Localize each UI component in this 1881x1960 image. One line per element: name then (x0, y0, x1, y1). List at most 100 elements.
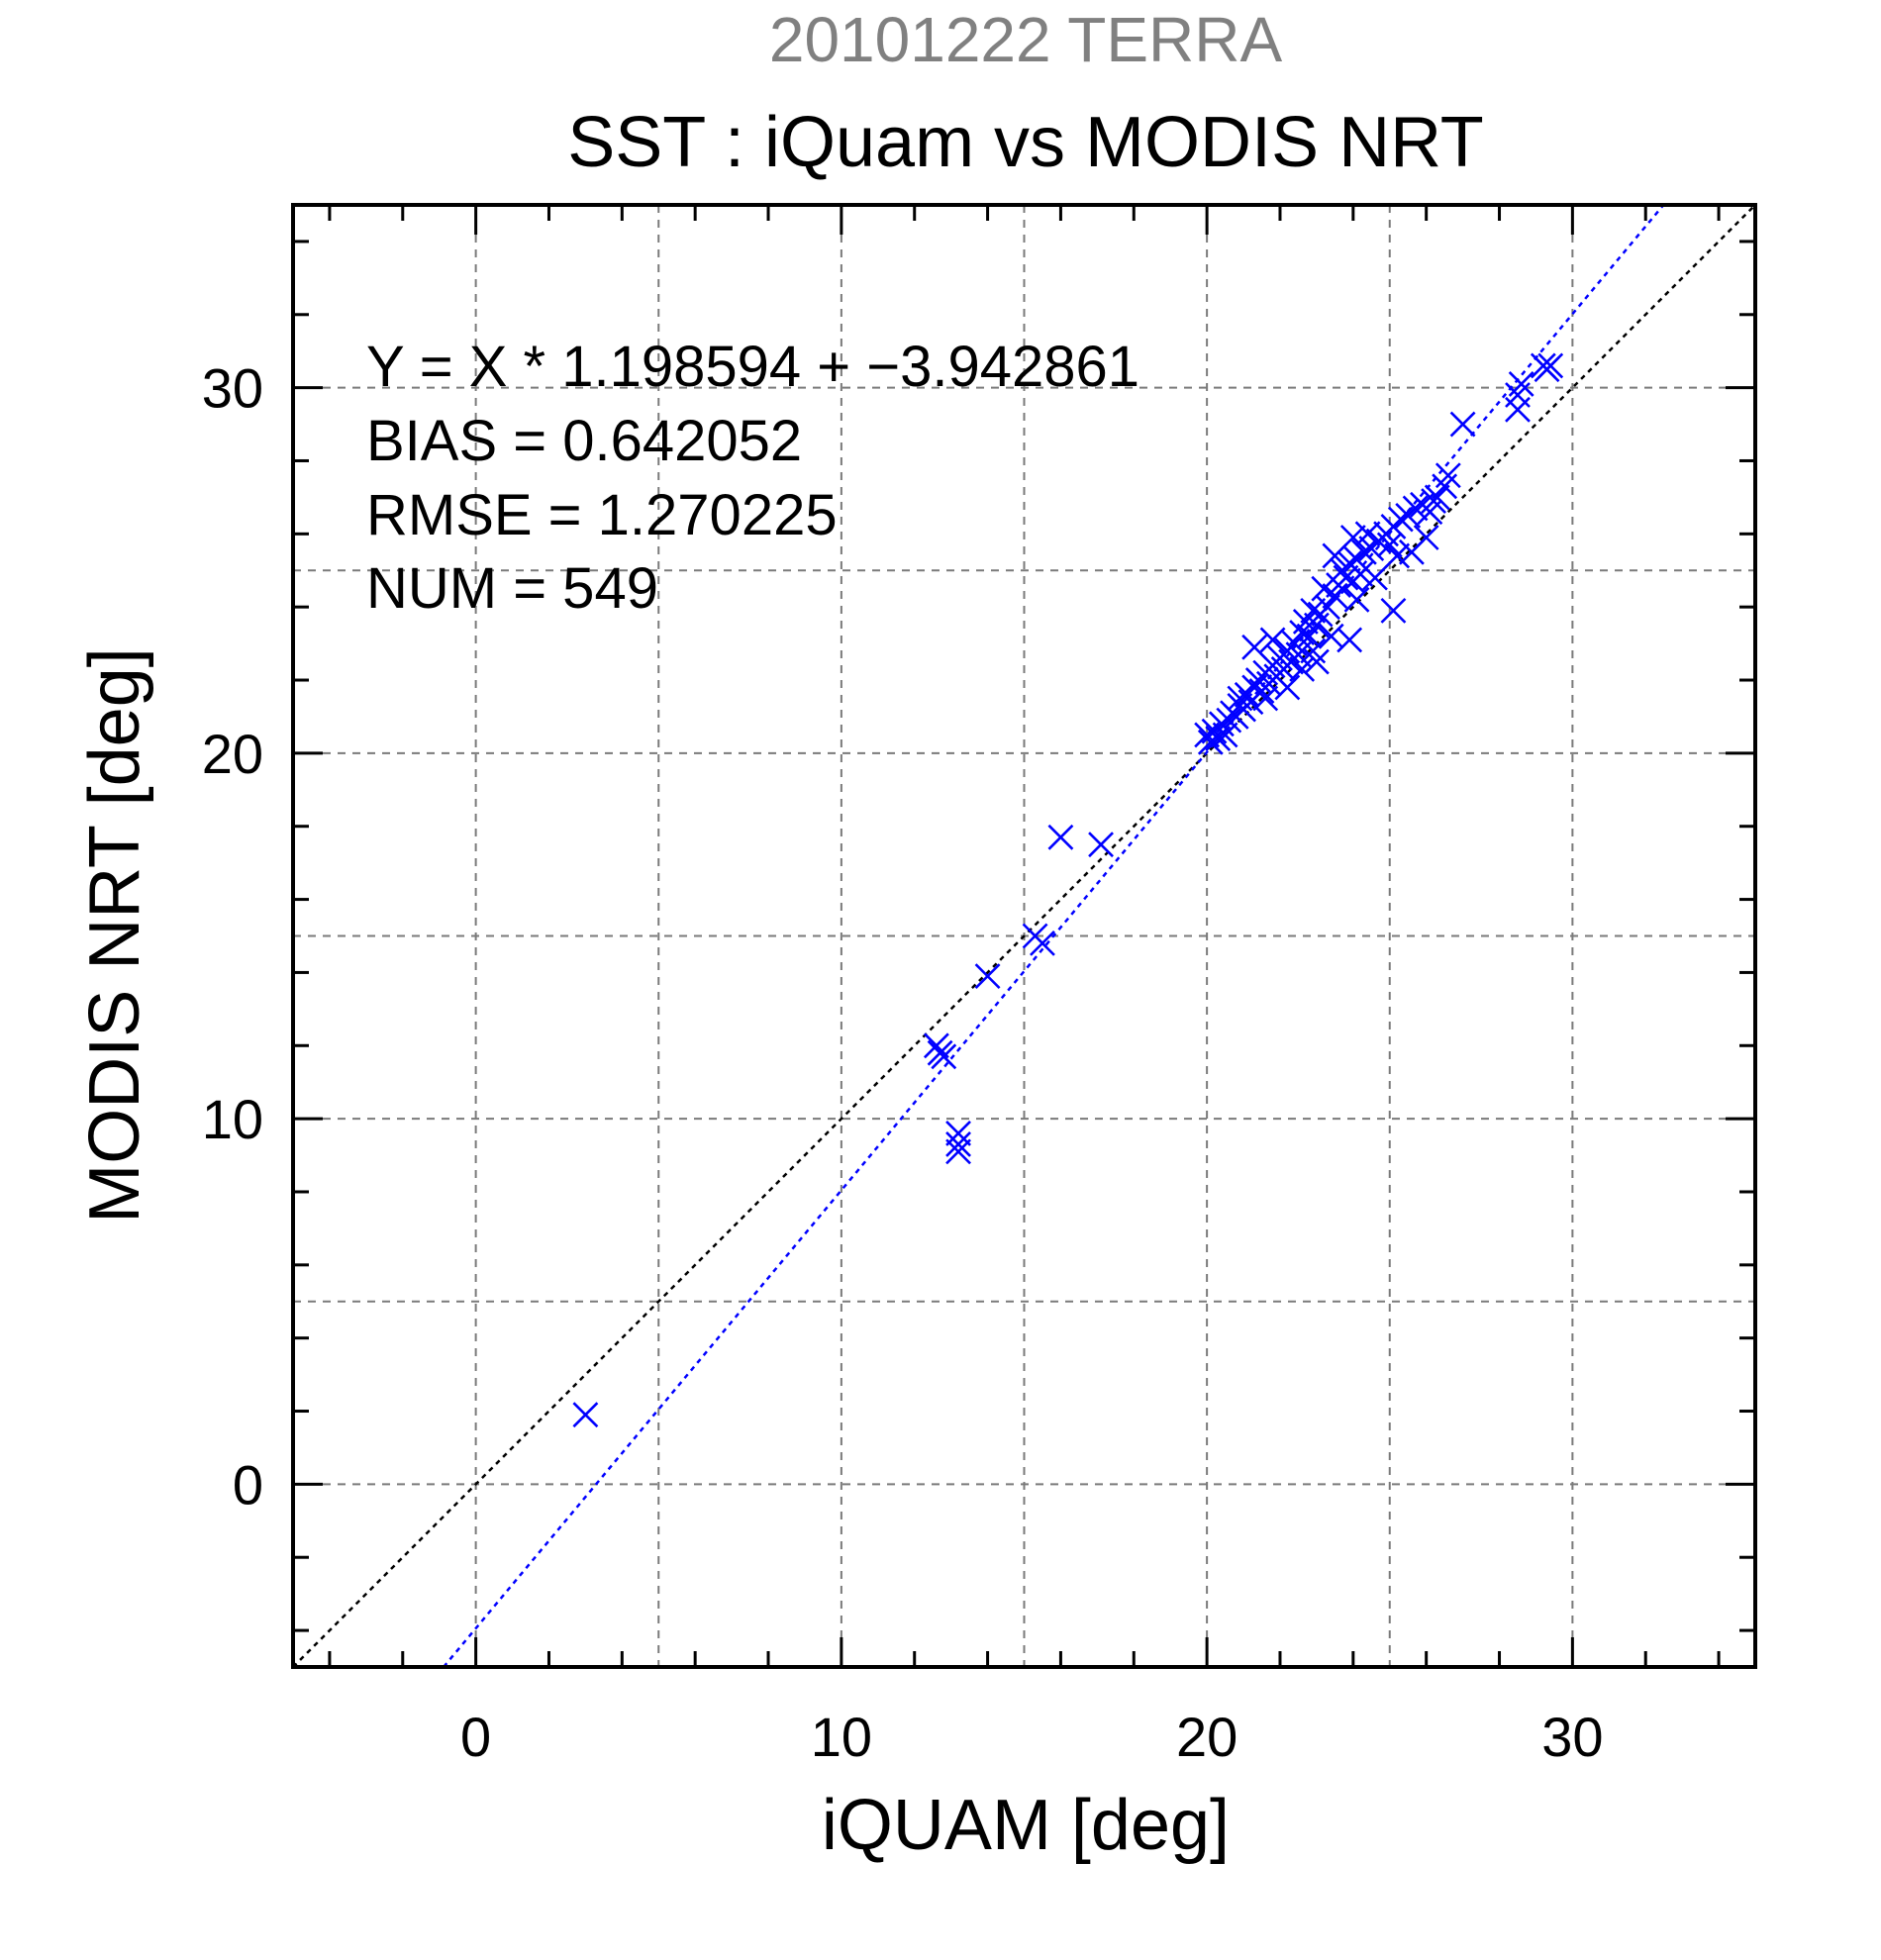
data-point (1333, 564, 1359, 591)
line-identity (292, 204, 1756, 1668)
data-point-stroke (1292, 609, 1319, 635)
data-point-stroke (1285, 641, 1312, 668)
data-point-stroke (1413, 525, 1439, 550)
x-tick-label: 20 (1176, 1706, 1238, 1768)
data-point-stroke (1333, 564, 1359, 591)
data-point-stroke (1350, 539, 1377, 565)
x-tick-label: 10 (811, 1706, 872, 1768)
data-point-stroke (1380, 597, 1407, 624)
y-tick-label: 10 (202, 1088, 263, 1150)
data-point-stroke (1047, 824, 1074, 850)
data-points (572, 352, 1564, 1428)
data-point-stroke (1303, 648, 1330, 675)
plot-frame (291, 203, 1757, 1669)
data-point-stroke (1537, 352, 1564, 379)
data-point (1205, 726, 1232, 752)
chart-title: SST : iQuam vs MODIS NRT (567, 103, 1484, 182)
data-point (1435, 462, 1461, 489)
data-point (1336, 627, 1363, 653)
data-point-stroke (1311, 575, 1337, 602)
data-point-stroke (1354, 521, 1381, 547)
data-point-stroke (1216, 707, 1242, 734)
data-point (945, 1120, 971, 1146)
data-point (1380, 597, 1407, 624)
data-point (1387, 506, 1414, 533)
data-point (945, 1138, 971, 1165)
x-tick-label: 0 (460, 1706, 491, 1768)
data-point-stroke (974, 963, 1001, 990)
data-point (1354, 521, 1381, 547)
data-point-stroke (1508, 371, 1534, 397)
data-point-stroke (1343, 586, 1370, 613)
data-point (572, 1402, 599, 1428)
data-point (923, 1032, 949, 1059)
chart-suptitle: 20101222 TERRA (769, 4, 1283, 75)
x-tick-label: 30 (1541, 1706, 1603, 1768)
data-point-stroke (1300, 597, 1327, 624)
data-point (1384, 542, 1411, 569)
data-point (1047, 824, 1074, 850)
data-point (945, 1131, 971, 1157)
data-point (1216, 707, 1242, 734)
data-point-stroke (1281, 631, 1308, 657)
data-point-stroke (1088, 832, 1114, 858)
data-point-stroke (1227, 685, 1253, 712)
data-point-stroke (1296, 623, 1323, 649)
tick-labels: 0 10 20 30 0 10 20 30 (202, 357, 1604, 1768)
annotation-num: NUM = 549 (366, 556, 658, 621)
data-point (1241, 634, 1268, 660)
data-point (1537, 352, 1564, 379)
data-point-stroke (1205, 726, 1232, 752)
data-point-stroke (1300, 637, 1327, 664)
data-point (1413, 525, 1439, 550)
data-point (1343, 586, 1370, 613)
data-point-stroke (1376, 532, 1403, 558)
data-point-stroke (931, 1043, 957, 1070)
data-point-stroke (1212, 722, 1238, 748)
annotation-rmse: RMSE = 1.270225 (366, 483, 838, 547)
data-point (1285, 641, 1312, 668)
reference-lines (292, 204, 1756, 1668)
data-point-stroke (1362, 564, 1388, 591)
data-point-stroke (1339, 525, 1366, 550)
data-point (1259, 627, 1286, 653)
data-point-stroke (1435, 462, 1461, 489)
data-point (974, 963, 1001, 990)
data-point (1508, 371, 1534, 397)
data-point (1311, 575, 1337, 602)
data-point (931, 1043, 957, 1070)
y-axis-label: MODIS NRT [deg] (75, 647, 154, 1224)
data-point (1350, 539, 1377, 565)
data-point-stroke (1402, 495, 1429, 522)
y-tick-label: 0 (233, 1453, 263, 1516)
data-point-stroke (1289, 656, 1316, 682)
y-tick-label: 20 (202, 723, 263, 785)
data-point (1421, 488, 1446, 515)
x-axis-label: iQUAM [deg] (822, 1786, 1230, 1865)
data-point (1227, 685, 1253, 712)
axis-ticks (293, 205, 1755, 1667)
data-point-stroke (1421, 488, 1446, 515)
data-point-stroke (1259, 627, 1286, 653)
data-point-stroke (945, 1131, 971, 1157)
data-point-stroke (1241, 634, 1268, 660)
data-point (1212, 722, 1238, 748)
annotation-bias: BIAS = 0.642052 (366, 409, 802, 473)
data-point (1505, 396, 1531, 423)
line-regression (443, 204, 1665, 1668)
data-point-stroke (945, 1138, 971, 1165)
data-point-stroke (572, 1402, 599, 1428)
data-point (1274, 674, 1301, 701)
data-point-stroke (1347, 561, 1374, 587)
data-point (1300, 637, 1327, 664)
data-point (1252, 685, 1279, 712)
data-point-stroke (945, 1120, 971, 1146)
data-point-stroke (1194, 722, 1221, 748)
data-point-stroke (923, 1032, 949, 1059)
data-point-stroke (1274, 674, 1301, 701)
data-point-stroke (1336, 627, 1363, 653)
data-point (1289, 656, 1316, 682)
data-point (1088, 832, 1114, 858)
data-point-stroke (1449, 411, 1476, 438)
